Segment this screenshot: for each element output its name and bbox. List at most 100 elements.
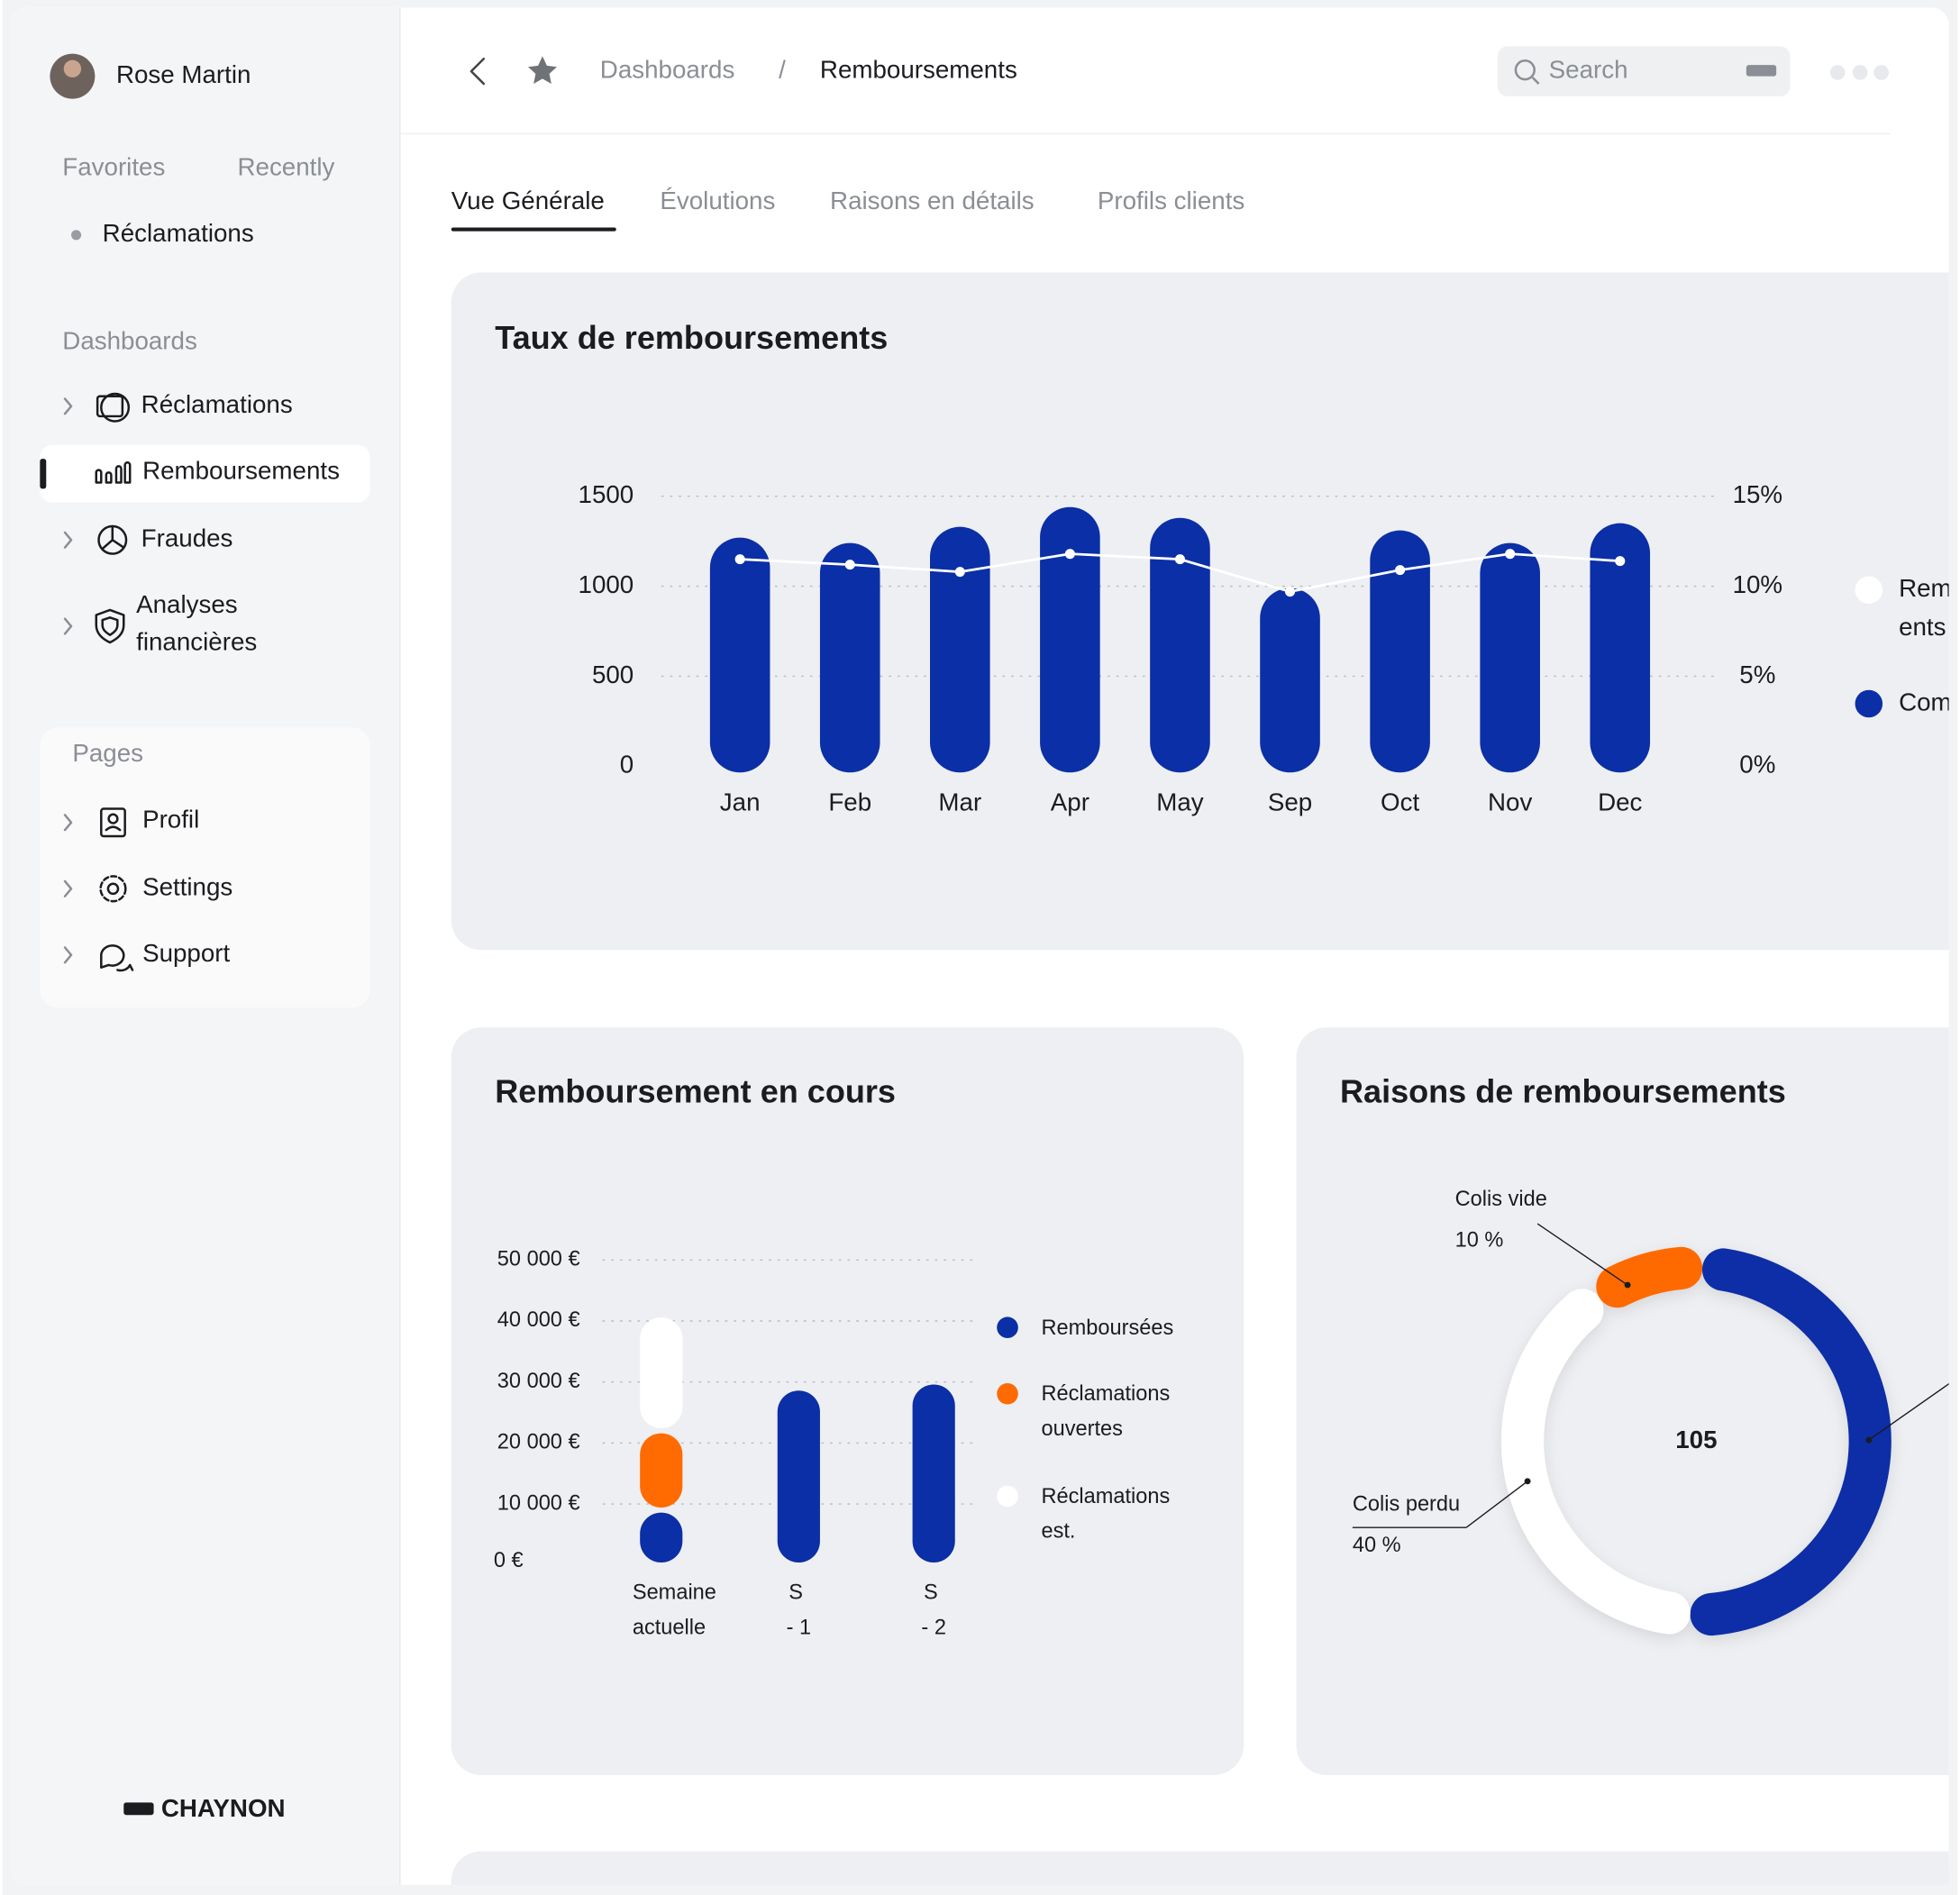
bullet — [71, 230, 82, 241]
y-tick-label: 40 000 € — [497, 1307, 580, 1331]
star[interactable] — [528, 56, 557, 84]
y-tick-label: 0 — [620, 751, 634, 779]
brand-logo — [123, 1802, 154, 1816]
pages-box — [40, 727, 370, 1008]
slice-label: Colis perdu — [1353, 1491, 1460, 1515]
line-point — [1505, 549, 1516, 560]
search-placeholder[interactable]: Search — [1549, 55, 1628, 83]
breadcrumb-current: Remboursements — [820, 55, 1017, 83]
legend-label: Réclamations est. — [1041, 1484, 1175, 1543]
donut — [1501, 1246, 1892, 1636]
x-tick-label: S - 2 — [921, 1581, 946, 1639]
legend-label: Rem ents — [1899, 574, 1958, 641]
breadcrumb[interactable]: Dashboards — [600, 55, 735, 83]
dashboard-item[interactable]: Réclamations — [141, 390, 293, 418]
y-tick-label: 500 — [592, 661, 634, 688]
avatar-face — [63, 59, 82, 78]
menu-dot[interactable] — [1852, 65, 1868, 80]
x-tick-label: Dec — [1598, 788, 1642, 815]
y-tick-label: 10 000 € — [497, 1490, 580, 1514]
main: Taux de remboursements 0 500 1000 1500 0% 5% 10… — [451, 272, 1958, 1885]
page-item[interactable]: Support — [142, 939, 230, 967]
sidebar-tab[interactable]: Recently — [238, 153, 335, 181]
y-tick-label: 20 000 € — [497, 1430, 580, 1453]
tab[interactable]: Profils clients — [1098, 187, 1244, 214]
header-icons — [469, 57, 486, 86]
favorite-item[interactable]: Réclamations — [103, 219, 254, 247]
y-tick-label: 1000 — [579, 570, 634, 598]
bar — [1040, 506, 1100, 773]
legend-swatch — [997, 1316, 1018, 1339]
legend-swatch — [997, 1382, 1018, 1405]
shortcut — [1746, 65, 1777, 77]
text-line: Réclamations — [1041, 1381, 1175, 1405]
x-tick-label: Feb — [828, 788, 871, 815]
sidebar-icons — [63, 392, 134, 972]
legend-swatch — [997, 1485, 1018, 1508]
section-label: Dashboards — [62, 326, 197, 354]
text-line: est. — [1041, 1519, 1075, 1543]
tab[interactable]: Vue Générale — [451, 187, 605, 214]
bar — [1260, 588, 1320, 773]
dashboard-item[interactable]: Analyses financières — [136, 590, 257, 656]
legend-swatch — [1855, 689, 1883, 718]
text-line: - 1 — [787, 1616, 812, 1639]
dashboard-item[interactable]: Remboursements — [142, 457, 340, 485]
menu-dot[interactable] — [1873, 65, 1889, 80]
x-tick-label: Apr — [1051, 788, 1089, 815]
y-tick-label: 30 000 € — [497, 1369, 580, 1392]
chart-title: Raisons de remboursements — [1340, 1072, 1786, 1109]
selected-marker — [40, 459, 47, 489]
line-point — [1064, 549, 1075, 560]
x-tick-label: Oct — [1381, 788, 1419, 815]
bar — [819, 542, 880, 773]
text-line: ouvertes — [1041, 1417, 1122, 1440]
card — [451, 1851, 1949, 1885]
y-tick-label: 50 000 € — [497, 1247, 580, 1271]
section-label: Pages — [72, 739, 143, 767]
bar — [1370, 530, 1430, 773]
bar — [930, 526, 990, 773]
bar — [709, 537, 770, 773]
legend-swatch — [1855, 576, 1883, 605]
legend-label: Réclamations ouvertes — [1041, 1381, 1175, 1440]
slice-value: 10 % — [1455, 1228, 1504, 1252]
selected-item[interactable] — [40, 444, 370, 503]
x-tick-label: Mar — [938, 788, 981, 815]
line-point — [1284, 587, 1296, 597]
legend-label: Remboursées — [1041, 1316, 1173, 1339]
bar-segment — [912, 1384, 955, 1563]
x-tick-label: Jan — [720, 788, 761, 815]
tab[interactable]: Évolutions — [660, 187, 775, 214]
brand: CHAYNON — [161, 1794, 286, 1822]
tab[interactable]: Raisons en détails — [830, 187, 1035, 214]
text-line: Semaine — [633, 1581, 723, 1604]
text-line: - 2 — [921, 1616, 946, 1639]
menu-dot[interactable] — [1829, 65, 1846, 80]
slice-label: Colis vide — [1455, 1187, 1547, 1210]
bar-segment — [640, 1512, 683, 1563]
text-line: S — [924, 1581, 944, 1604]
line-point — [1615, 556, 1626, 567]
breadcrumb-separator: / — [779, 55, 786, 83]
text-line: Rem — [1899, 574, 1958, 602]
donut-segment — [1596, 1246, 1703, 1308]
page-item[interactable]: Settings — [142, 873, 232, 901]
search-icon — [1514, 59, 1536, 81]
y2-tick-label: 15% — [1733, 480, 1783, 508]
line-point — [844, 560, 855, 570]
sidebar-tab[interactable]: Favorites — [62, 153, 165, 181]
slice-value: 40 % — [1353, 1533, 1401, 1556]
charts: Taux de remboursements 0 500 1000 1500 0% 5% 10… — [494, 319, 1958, 1639]
bar-segment — [777, 1390, 820, 1563]
dashboard-item[interactable]: Fraudes — [141, 524, 233, 552]
bar — [1150, 517, 1210, 773]
tab-underline — [451, 227, 616, 232]
donut-center: 105 — [1675, 1426, 1717, 1453]
search-box[interactable] — [1497, 46, 1791, 96]
bar — [1590, 523, 1651, 773]
bar-segment — [640, 1317, 683, 1429]
bar-segment — [640, 1433, 683, 1508]
page-item[interactable]: Profil — [142, 806, 199, 834]
